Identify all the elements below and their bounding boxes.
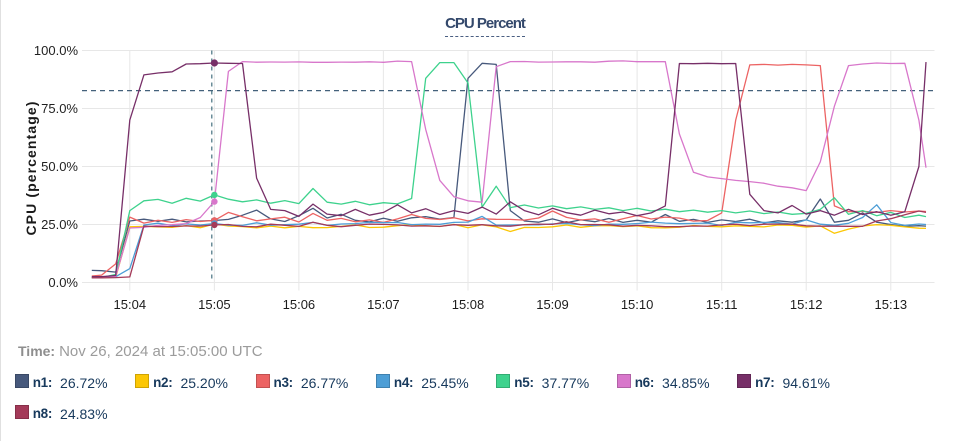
svg-text:50.0%: 50.0% (41, 159, 78, 174)
svg-text:15:10: 15:10 (621, 297, 654, 312)
svg-text:15:07: 15:07 (367, 297, 400, 312)
svg-text:15:11: 15:11 (706, 297, 738, 312)
svg-text:100.0%: 100.0% (34, 43, 79, 58)
svg-text:15:09: 15:09 (536, 297, 569, 312)
svg-text:0.0%: 0.0% (48, 275, 78, 290)
svg-text:15:04: 15:04 (114, 297, 147, 312)
svg-text:CPU (percentage): CPU (percentage) (23, 100, 39, 235)
svg-text:75.0%: 75.0% (41, 101, 78, 116)
svg-text:15:06: 15:06 (283, 297, 316, 312)
svg-text:15:12: 15:12 (790, 297, 823, 312)
svg-text:25.0%: 25.0% (41, 217, 78, 232)
svg-text:15:05: 15:05 (198, 297, 231, 312)
svg-text:15:13: 15:13 (875, 297, 908, 312)
svg-text:15:08: 15:08 (452, 297, 485, 312)
